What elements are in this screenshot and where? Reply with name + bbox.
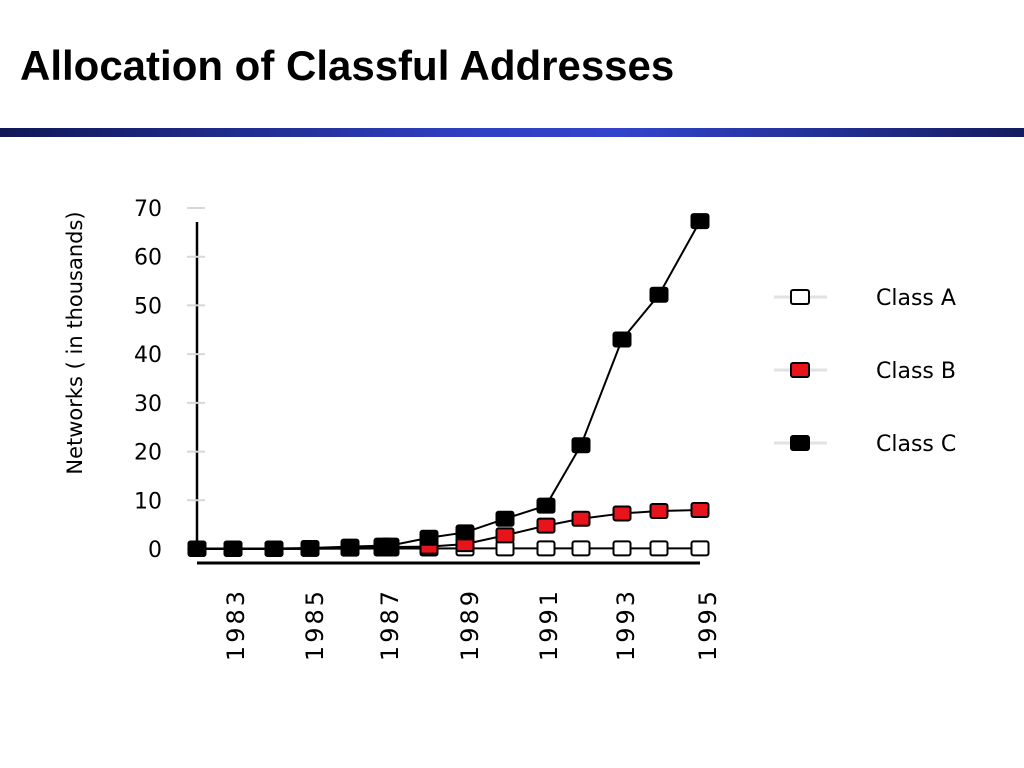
data-point-class-c <box>223 540 243 557</box>
data-point-class-c <box>649 286 669 303</box>
legend-label: Class B <box>876 359 956 384</box>
data-point-class-c <box>187 540 207 557</box>
data-point-class-a <box>649 540 669 557</box>
y-tick-label: 40 <box>134 343 162 368</box>
x-tick-label: 1991 <box>535 588 563 661</box>
y-tick-labels: 0 10 20 30 40 50 60 70 <box>134 197 162 563</box>
y-axis-label: Networks ( in thousands) <box>63 211 87 474</box>
data-point-class-c <box>264 540 284 557</box>
y-tick-label: 60 <box>134 246 162 271</box>
chart-legend: Class A Class B Class C <box>774 286 956 457</box>
y-tick-label: 20 <box>134 441 162 466</box>
x-tick-labels: 1983 1985 1987 1989 1991 1993 1995 <box>222 588 722 661</box>
data-point-class-c <box>571 437 591 454</box>
series-points <box>187 213 710 557</box>
legend-label: Class A <box>876 286 956 311</box>
data-point-class-b <box>571 510 591 527</box>
y-tick-label: 50 <box>134 294 162 319</box>
data-point-class-a <box>495 540 515 557</box>
legend-marker <box>790 289 810 305</box>
data-point-class-c <box>690 213 710 230</box>
data-point-class-b <box>612 505 632 522</box>
data-point-class-c <box>380 537 400 554</box>
legend-marker <box>790 435 810 451</box>
series-lines <box>196 220 701 550</box>
x-tick-label: 1995 <box>694 588 722 661</box>
title-divider <box>0 128 1024 137</box>
series-line-class-c <box>197 220 701 550</box>
x-tick-label: 1989 <box>456 588 484 661</box>
data-point-class-c <box>536 497 556 514</box>
data-point-class-c <box>419 529 439 546</box>
data-point-class-a <box>612 540 632 557</box>
data-point-class-c <box>495 510 515 527</box>
y-tick-label: 0 <box>148 538 162 563</box>
y-tick-label: 10 <box>134 489 162 514</box>
x-tick-label: 1993 <box>612 588 640 661</box>
legend-label: Class C <box>876 432 956 457</box>
y-tick-label: 30 <box>134 392 162 417</box>
data-point-class-c <box>300 540 320 557</box>
slide-title: Allocation of Classful Addresses <box>20 42 675 89</box>
data-point-class-c <box>612 331 632 348</box>
x-tick-label: 1983 <box>222 588 250 661</box>
data-point-class-a <box>571 540 591 557</box>
data-point-class-c <box>455 524 475 541</box>
data-point-class-b <box>690 502 710 519</box>
y-tick-label: 70 <box>134 197 162 222</box>
x-tick-label: 1985 <box>301 588 329 661</box>
data-point-class-a <box>536 540 556 557</box>
data-point-class-b <box>536 517 556 534</box>
x-tick-label: 1987 <box>376 588 404 661</box>
data-point-class-b <box>495 527 515 544</box>
data-point-class-a <box>690 540 710 557</box>
chart-axes <box>187 207 700 565</box>
data-point-class-b <box>649 503 669 520</box>
legend-marker <box>790 362 810 378</box>
data-point-class-c <box>340 538 360 555</box>
